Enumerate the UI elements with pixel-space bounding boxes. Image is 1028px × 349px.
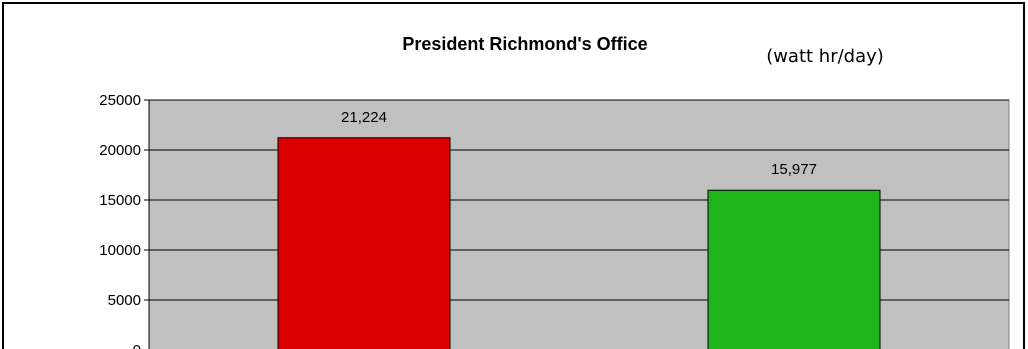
y-tick-label: 0 — [133, 342, 141, 349]
y-axis: 0 5000 10000 15000 20000 25000 — [99, 92, 150, 349]
y-tick-label: 5000 — [108, 292, 141, 309]
y-tick-label: 25000 — [99, 92, 141, 109]
data-label-1: 21,224 — [341, 109, 387, 126]
bar-1 — [277, 137, 451, 349]
chart-title: President Richmond's Office — [402, 34, 647, 54]
bar-2 — [707, 189, 881, 349]
data-labels: 21,224 15,977 — [341, 109, 817, 178]
y-tick-label: 15000 — [99, 192, 141, 209]
data-label-2: 15,977 — [771, 161, 817, 178]
y-tick-label: 20000 — [99, 142, 141, 159]
unit-label: (watt hr/day) — [766, 46, 884, 67]
y-tick-label: 10000 — [99, 242, 141, 259]
bars — [277, 137, 881, 349]
